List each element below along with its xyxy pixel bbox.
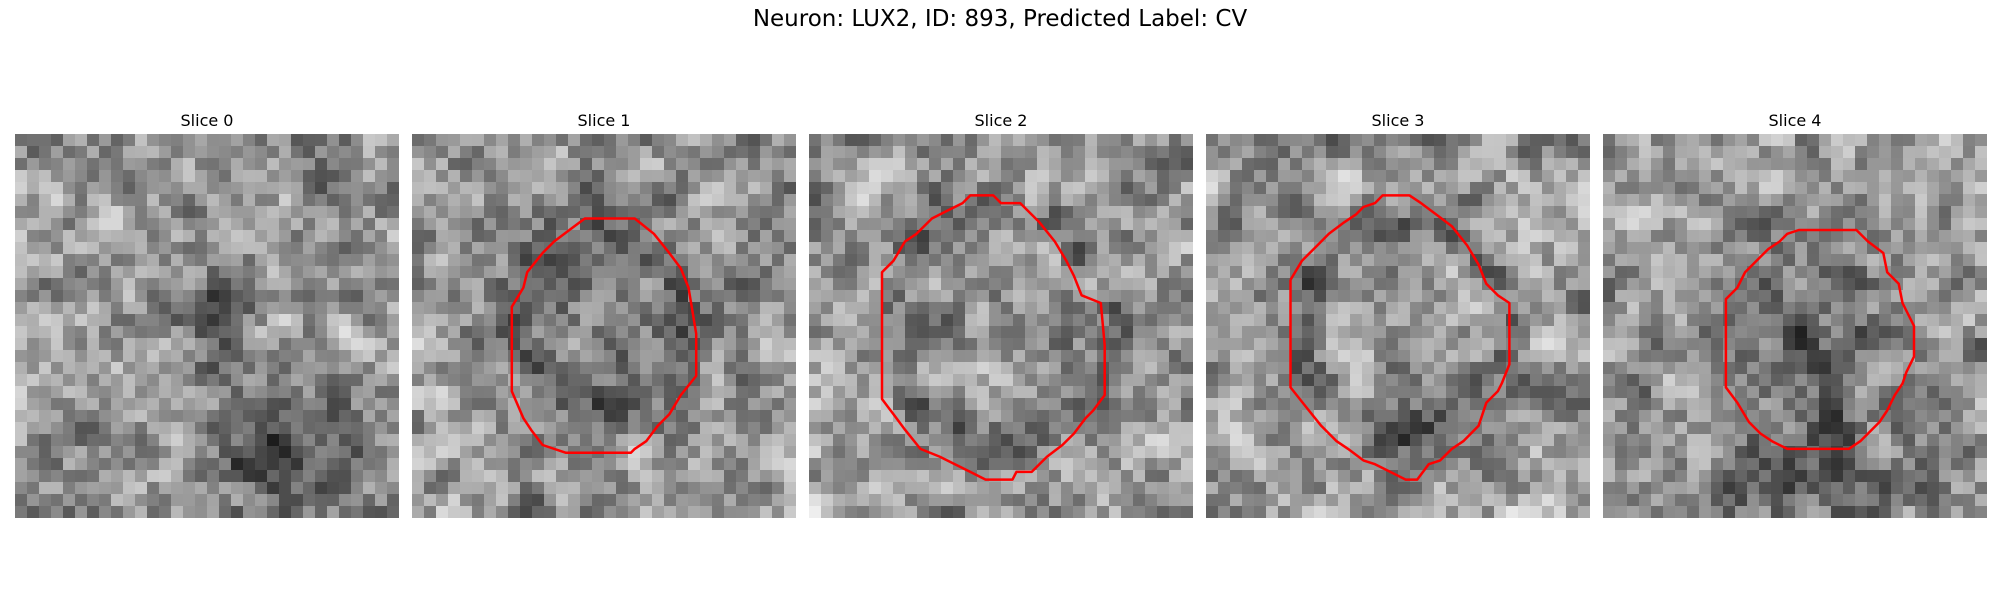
slice-image-4	[1603, 134, 1987, 518]
slice-image-2	[809, 134, 1193, 518]
slice-title: Slice 2	[974, 111, 1028, 130]
slice-panel-1: Slice 1	[412, 108, 796, 518]
slice-panel-0: Slice 0	[15, 108, 399, 518]
segmentation-contour	[1289, 194, 1511, 481]
segmentation-contour	[1724, 228, 1916, 451]
slice-title: Slice 4	[1768, 111, 1822, 130]
slice-panel-2: Slice 2	[809, 108, 1193, 518]
slice-image-0	[15, 134, 399, 518]
slice-panel-4: Slice 4	[1603, 108, 1987, 518]
slice-image-3	[1206, 134, 1590, 518]
slice-title: Slice 3	[1371, 111, 1425, 130]
slice-title: Slice 0	[180, 111, 234, 130]
segmentation-contour	[880, 194, 1106, 481]
figure-title: Neuron: LUX2, ID: 893, Predicted Label: …	[752, 6, 1248, 32]
slice-title: Slice 1	[577, 111, 631, 130]
segmentation-contour	[510, 217, 698, 454]
slice-panel-3: Slice 3	[1206, 108, 1590, 518]
slice-image-1	[412, 134, 796, 518]
